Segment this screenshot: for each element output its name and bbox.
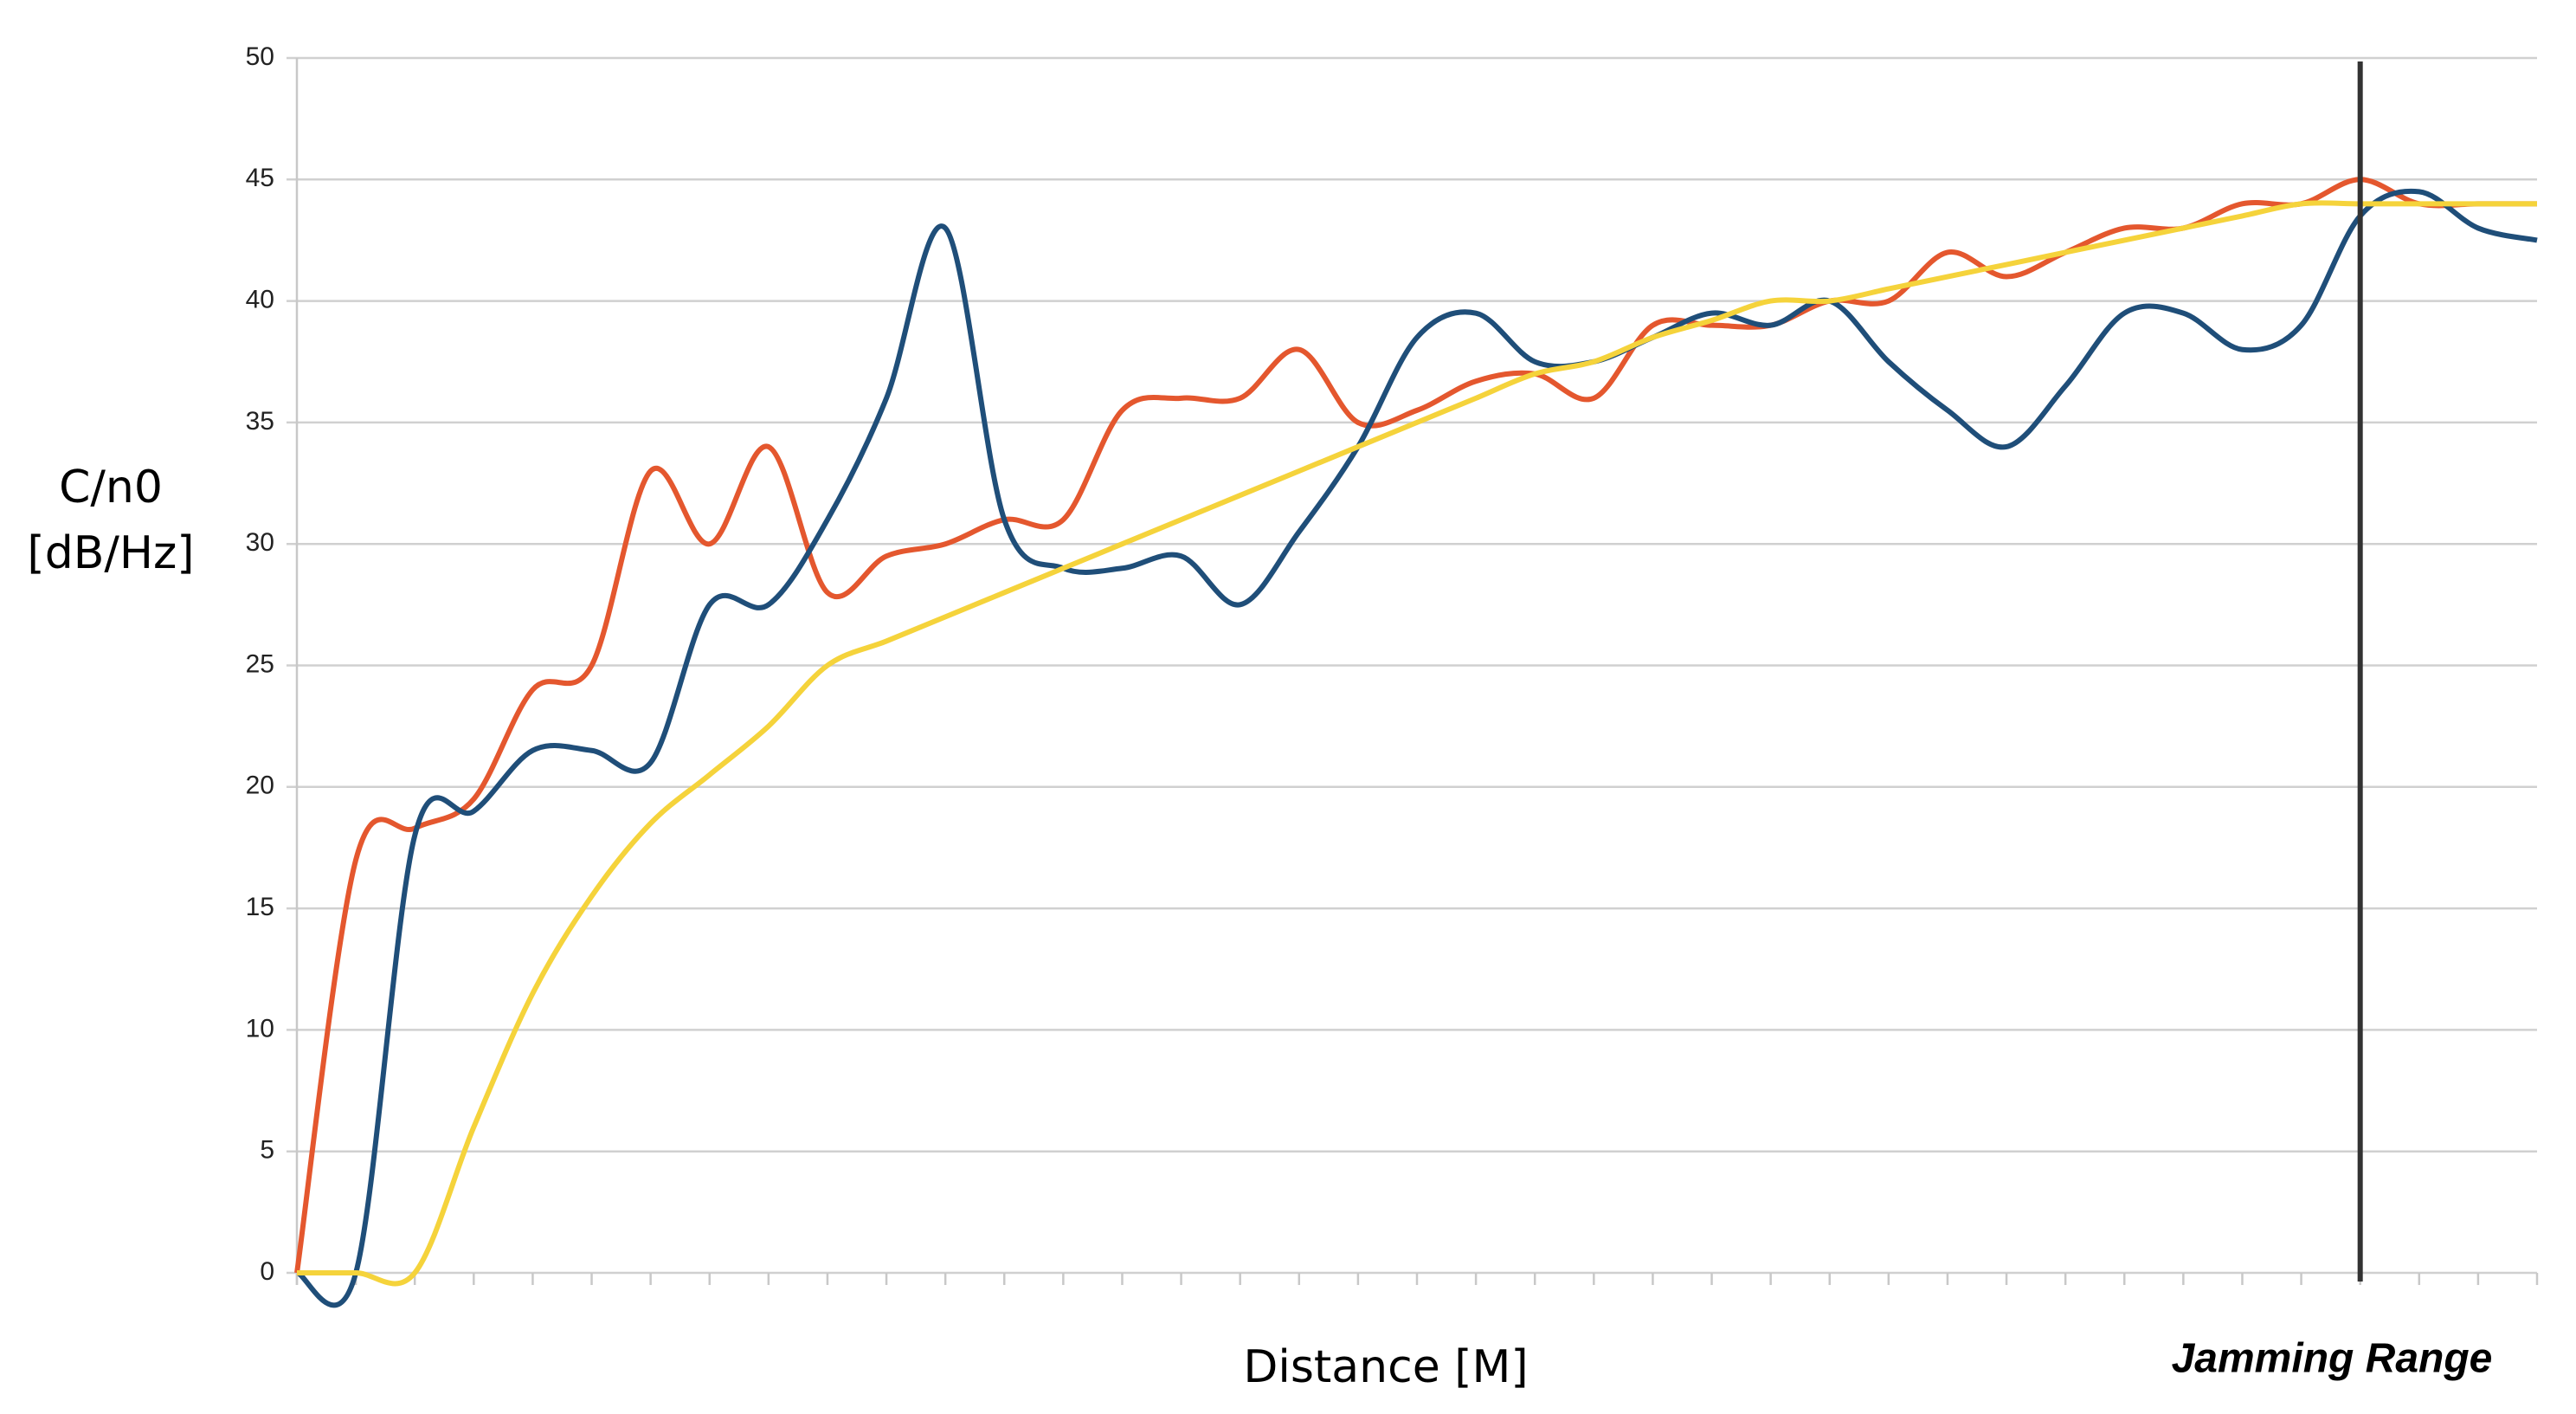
y-tick-label: 25: [246, 649, 274, 678]
y-tick-label: 45: [246, 164, 274, 192]
y-tick-label: 50: [246, 42, 274, 71]
series-line: [294, 177, 2537, 1274]
y-tick-label: 20: [246, 772, 274, 800]
y-axis-label: C/n0: [59, 462, 163, 513]
y-tick-label: 5: [260, 1136, 274, 1165]
y-tick-label: 30: [246, 528, 274, 557]
y-tick-label: 35: [246, 407, 274, 436]
y-axis-label: [dB/Hz]: [27, 527, 194, 579]
y-tick-label: 40: [246, 286, 274, 314]
y-tick-label: 15: [246, 893, 274, 921]
y-tick-label: 10: [246, 1014, 274, 1043]
series-line: [297, 200, 2537, 1287]
jamming-label: Jamming Range: [2172, 1336, 2493, 1382]
series-line: [295, 188, 2538, 1308]
x-axis-label: Distance [M]: [1243, 1341, 1528, 1393]
y-tick-label: 0: [260, 1257, 274, 1286]
